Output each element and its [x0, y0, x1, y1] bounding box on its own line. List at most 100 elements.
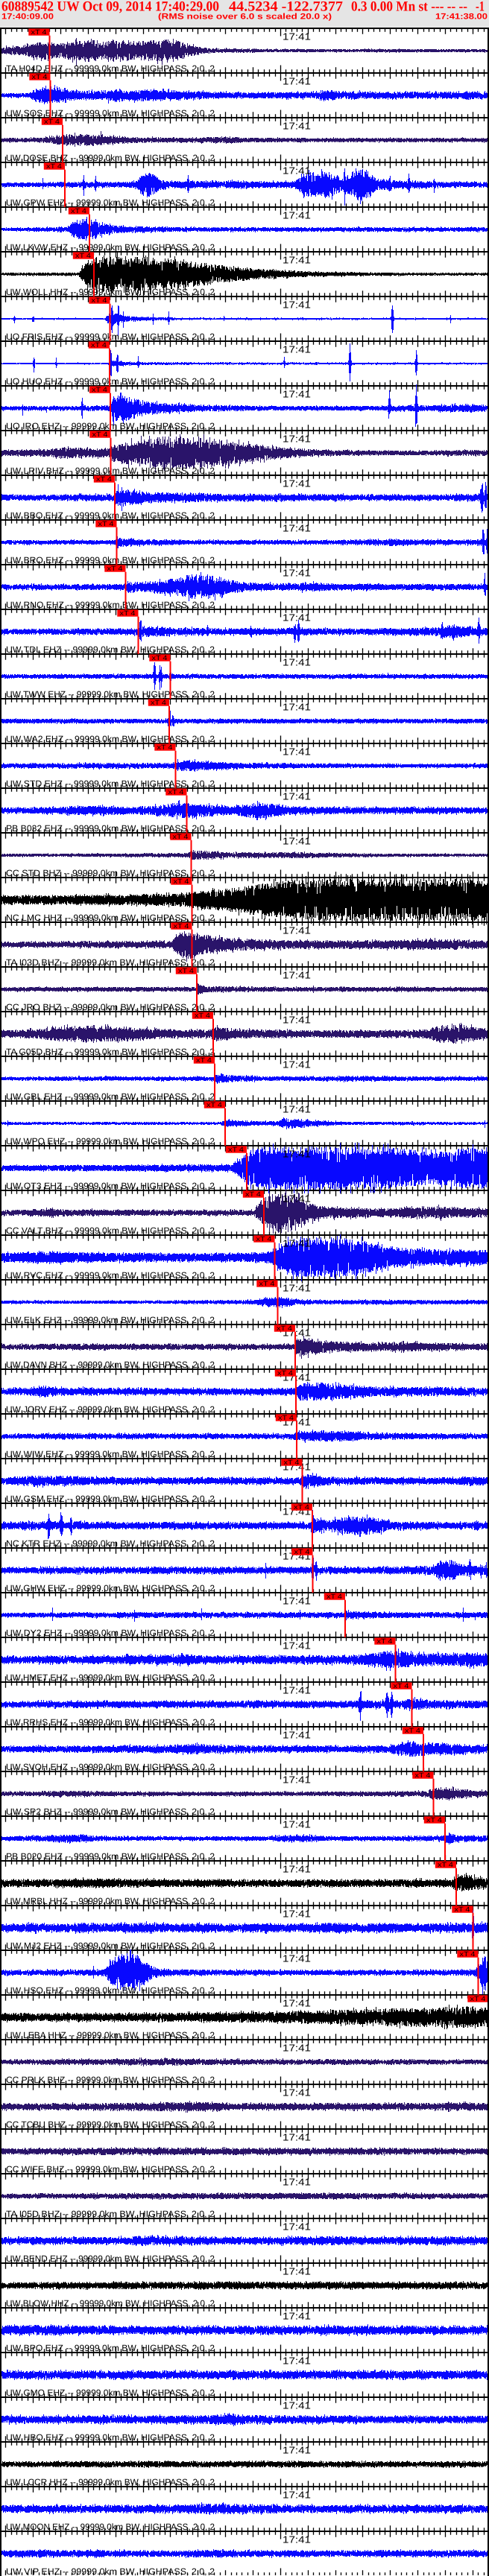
svg-text:xT 4: xT 4: [256, 1235, 272, 1243]
svg-text:17:41: 17:41: [283, 2311, 311, 2322]
svg-text:xT 4: xT 4: [195, 1012, 210, 1019]
svg-text:UW HSO EHZ -- 99999.0km BW, HI: UW HSO EHZ -- 99999.0km BW, HIGHPASS, 2.…: [6, 1985, 215, 1996]
svg-text:xT 4: xT 4: [168, 788, 184, 796]
svg-text:UW VIP EHZ -- 99999.0km BW, HI: UW VIP EHZ -- 99999.0km BW, HIGHPASS, 2.…: [6, 2566, 215, 2576]
svg-text:xT 4: xT 4: [92, 296, 107, 304]
svg-text:xT 4: xT 4: [294, 1548, 310, 1555]
svg-text:UW GHW EHZ -- 99999.0km BW, HI: UW GHW EHZ -- 99999.0km BW, HIGHPASS, 2.…: [6, 1583, 215, 1593]
svg-text:17:41: 17:41: [283, 881, 311, 892]
svg-text:17:41: 17:41: [283, 2266, 311, 2277]
svg-text:xT 4: xT 4: [152, 654, 168, 662]
svg-text:UW WA2 EHZ -- 99999.0km BW, HI: UW WA2 EHZ -- 99999.0km BW, HIGHPASS, 2.…: [6, 734, 215, 744]
svg-text:xT 4: xT 4: [259, 1280, 275, 1287]
svg-text:UW SVOH EHZ -- 99999.0km BW, H: UW SVOH EHZ -- 99999.0km BW, HIGHPASS, 2…: [6, 1762, 215, 1772]
svg-text:xT 4: xT 4: [284, 1459, 300, 1466]
svg-text:CC WIFE BHZ -- 99999.0km BW, H: CC WIFE BHZ -- 99999.0km BW, HIGHPASS, 2…: [6, 2164, 215, 2174]
svg-text:xT 4: xT 4: [31, 28, 47, 36]
svg-text:17:41: 17:41: [283, 2400, 311, 2411]
svg-text:TA G05D BHZ -- 99999.0km BW, H: TA G05D BHZ -- 99999.0km BW, HIGHPASS, 2…: [6, 1047, 215, 1057]
svg-text:UW MJ2 EHZ -- 99999.0km BW, HI: UW MJ2 EHZ -- 99999.0km BW, HIGHPASS, 2.…: [6, 1941, 215, 1951]
svg-text:17:41: 17:41: [283, 1283, 311, 1294]
svg-text:17:41: 17:41: [283, 2445, 311, 2456]
svg-text:UW BRO EHZ -- 99999.0km BW, HI: UW BRO EHZ -- 99999.0km BW, HIGHPASS, 2.…: [6, 555, 215, 565]
svg-text:xT 4: xT 4: [91, 341, 107, 349]
svg-text:UW RVC EHZ -- 99999.0km BW, HI: UW RVC EHZ -- 99999.0km BW, HIGHPASS, 2.…: [6, 1270, 215, 1281]
svg-text:17:41: 17:41: [283, 702, 311, 713]
svg-text:NC KTR EHZ -- 99999.0km BW, HI: NC KTR EHZ -- 99999.0km BW, HIGHPASS, 2.…: [6, 1538, 215, 1549]
svg-text:17:41: 17:41: [283, 121, 311, 132]
svg-text:UW GBL EHZ -- 99999.0km BW, HI: UW GBL EHZ -- 99999.0km BW, HIGHPASS, 2.…: [6, 1091, 215, 1102]
svg-text:xT 4: xT 4: [178, 967, 194, 974]
svg-text:xT 4: xT 4: [196, 1056, 212, 1064]
svg-text:17:41: 17:41: [283, 970, 311, 981]
svg-text:17:41: 17:41: [283, 1730, 311, 1741]
svg-text:17:41: 17:41: [283, 1819, 311, 1830]
svg-text:0.3 0.00 Mn st --- -- --: 0.3 0.00 Mn st --- -- --: [351, 0, 467, 15]
svg-text:UW ELK EHZ -- 99999.0km BW, HI: UW ELK EHZ -- 99999.0km BW, HIGHPASS, 2.…: [6, 1315, 215, 1325]
svg-text:TA I03D BHZ -- 99999.0km BW, H: TA I03D BHZ -- 99999.0km BW, HIGHPASS, 2…: [6, 957, 215, 968]
svg-text:xT 4: xT 4: [470, 1995, 486, 2002]
svg-text:17:41: 17:41: [283, 1909, 311, 1920]
svg-text:xT 4: xT 4: [278, 1414, 294, 1421]
svg-text:UW GPW EHZ -- 99999.0km BW, HI: UW GPW EHZ -- 99999.0km BW, HIGHPASS, 2.…: [6, 197, 215, 208]
svg-text:17:40:09.00: 17:40:09.00: [1, 13, 54, 22]
svg-text:17:41: 17:41: [283, 1596, 311, 1607]
svg-text:xT 4: xT 4: [405, 1727, 420, 1734]
svg-text:xT 4: xT 4: [46, 162, 62, 170]
svg-text:xT 4: xT 4: [438, 1861, 453, 1868]
svg-text:xT 4: xT 4: [415, 1771, 431, 1779]
svg-text:UW DAVN BHZ -- 99999.0km BW, H: UW DAVN BHZ -- 99999.0km BW, HIGHPASS, 2…: [6, 1360, 215, 1370]
svg-text:xT 4: xT 4: [294, 1503, 309, 1511]
svg-text:UO HUO EHZ -- 99999.0km BW, HI: UO HUO EHZ -- 99999.0km BW, HIGHPASS, 2.…: [6, 376, 215, 387]
svg-text:xT 4: xT 4: [44, 118, 60, 125]
svg-text:UW TDL EHZ -- 99999.0km BW, HI: UW TDL EHZ -- 99999.0km BW, HIGHPASS, 2.…: [6, 644, 215, 655]
svg-text:17:41: 17:41: [283, 1998, 311, 2009]
svg-text:CC PRLK BHZ -- 99999.0km BW, H: CC PRLK BHZ -- 99999.0km BW, HIGHPASS, 2…: [6, 2075, 215, 2085]
svg-text:17:41: 17:41: [283, 568, 311, 579]
svg-text:17:41: 17:41: [283, 1774, 311, 1786]
svg-text:UW LKVW EHZ -- 99999.0km BW, H: UW LKVW EHZ -- 99999.0km BW, HIGHPASS, 2…: [6, 242, 215, 253]
svg-text:xT 4: xT 4: [277, 1369, 293, 1377]
svg-text:UW WOLL HHZ -- 99999.0km BW, H: UW WOLL HHZ -- 99999.0km BW, HIGHPASS, 2…: [6, 287, 215, 297]
svg-text:17:41: 17:41: [283, 344, 311, 355]
svg-text:UW RRHS EHZ -- 99999.0km BW, H: UW RRHS EHZ -- 99999.0km BW, HIGHPASS, 2…: [6, 1717, 215, 1728]
svg-text:17:41: 17:41: [283, 2132, 311, 2143]
svg-text:xT 4: xT 4: [98, 520, 114, 527]
svg-text:xT 4: xT 4: [107, 565, 123, 572]
svg-text:xT 4: xT 4: [96, 475, 112, 483]
svg-text:UW SOS EHZ -- 99999.0km BW, HI: UW SOS EHZ -- 99999.0km BW, HIGHPASS, 2.…: [6, 108, 215, 118]
svg-text:xT 4: xT 4: [92, 431, 108, 438]
svg-text:xT 4: xT 4: [75, 252, 91, 259]
svg-text:UW MRBL HHZ -- 99999.0km BW, H: UW MRBL HHZ -- 99999.0km BW, HIGHPASS, 2…: [6, 1896, 215, 1906]
svg-text:UW SP2 BHZ -- 99999.0km BW, HI: UW SP2 BHZ -- 99999.0km BW, HIGHPASS, 2.…: [6, 1806, 215, 1817]
svg-text:17:41: 17:41: [283, 925, 311, 936]
svg-text:17:41: 17:41: [283, 2490, 311, 2501]
svg-text:17:41: 17:41: [283, 2043, 311, 2054]
svg-text:(RMS noise over 6.0 s scaled 2: (RMS noise over 6.0 s scaled 20.0 x): [158, 13, 332, 22]
svg-text:CC VALT BHZ -- 99999.0km BW, H: CC VALT BHZ -- 99999.0km BW, HIGHPASS, 2…: [6, 1225, 215, 1236]
svg-text:17:41: 17:41: [283, 2177, 311, 2188]
svg-text:UW GSM EHZ -- 99999.0km BW, HI: UW GSM EHZ -- 99999.0km BW, HIGHPASS, 2.…: [6, 1494, 215, 1504]
svg-text:xT 4: xT 4: [174, 922, 189, 930]
svg-text:UW RNO EHZ -- 99999.0km BW, HI: UW RNO EHZ -- 99999.0km BW, HIGHPASS, 2.…: [6, 600, 215, 610]
svg-text:UW WPQ EHZ -- 99999.0km BW, HI: UW WPQ EHZ -- 99999.0km BW, HIGHPASS, 2.…: [6, 1136, 215, 1146]
svg-text:17:41: 17:41: [283, 299, 311, 311]
svg-text:17:41: 17:41: [283, 836, 311, 847]
svg-text:UW BLOW HHZ -- 99999.0km BW, H: UW BLOW HHZ -- 99999.0km BW, HIGHPASS, 2…: [6, 2298, 215, 2309]
svg-text:17:41: 17:41: [283, 1238, 311, 1249]
svg-text:17:41:38.00: 17:41:38.00: [435, 13, 488, 22]
svg-text:xT 4: xT 4: [326, 1593, 342, 1600]
svg-text:xT 4: xT 4: [173, 833, 189, 840]
svg-text:17:41: 17:41: [283, 1193, 311, 1205]
svg-text:17:41: 17:41: [283, 31, 311, 42]
svg-text:xT 4: xT 4: [71, 207, 86, 215]
svg-text:17:41: 17:41: [283, 76, 311, 87]
svg-text:17:41: 17:41: [283, 1640, 311, 1652]
svg-text:xT 4: xT 4: [277, 1325, 292, 1332]
svg-text:17:41: 17:41: [283, 255, 311, 266]
svg-text:xT 4: xT 4: [151, 699, 166, 706]
svg-text:CC TCBU BHZ -- 99999.0km BW, H: CC TCBU BHZ -- 99999.0km BW, HIGHPASS, 2…: [6, 2119, 215, 2130]
svg-text:UW OT3 EHZ -- 99999.0km BW, HI: UW OT3 EHZ -- 99999.0km BW, HIGHPASS, 2.…: [6, 1181, 215, 1191]
svg-text:TA I05D BHZ -- 99999.0km BW, H: TA I05D BHZ -- 99999.0km BW, HIGHPASS, 2…: [6, 2209, 215, 2219]
svg-text:xT 4: xT 4: [245, 1190, 261, 1198]
